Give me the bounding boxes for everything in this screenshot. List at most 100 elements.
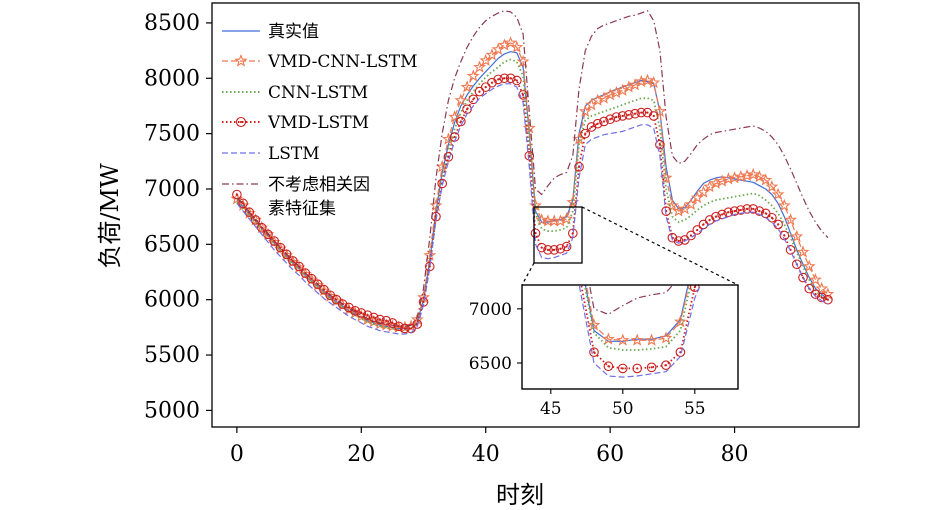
main-series-1-point [435, 160, 449, 173]
main-series-1-point [448, 110, 462, 123]
main-series-1-point [417, 290, 430, 303]
inset-series-3-point [115, 409, 124, 418]
inset-series-3-point [806, 232, 815, 241]
inset-series-1-point [186, 428, 196, 437]
main-series-1-point [641, 73, 654, 86]
zoom-connector-right [581, 206, 739, 286]
main-series-1-point [796, 245, 810, 258]
inset-series-3-point [734, 241, 743, 250]
x-tick-label: 60 [596, 442, 624, 467]
main-series-3-point [499, 73, 510, 84]
main-series-3-point [275, 242, 286, 253]
main-series-1-point [522, 121, 536, 134]
main-series-1-point [665, 198, 679, 212]
main-series-3-point [456, 116, 466, 127]
inset-series-1-point [172, 425, 182, 434]
main-series-3-point [331, 294, 342, 305]
inset-series-1-point [532, 161, 542, 170]
legend-label-0: 真实值 [268, 22, 319, 42]
inset-series-3-point [748, 238, 757, 247]
main-series-3-point [543, 245, 553, 255]
main-series-3-point [816, 292, 827, 303]
main-series-1-point [516, 54, 530, 68]
main-series-1-point [784, 213, 797, 226]
main-series-3-point [493, 74, 503, 85]
main-series-3-point [636, 107, 647, 118]
inset-series-1-point [402, 233, 412, 242]
inset-series-3-point [273, 439, 282, 448]
y-tick-label: 6000 [144, 288, 200, 313]
inset-y-tick-label: 6500 [469, 354, 512, 374]
inset-series-3-point [172, 424, 181, 433]
main-series-1-point [777, 198, 791, 212]
legend: 真实值 VMD-CNN-LSTM CNN-LSTM VMD-LSTM LSTM 不考虑相关… [222, 22, 418, 219]
legend-label-3: VMD-LSTM [267, 113, 369, 133]
inset-series-3-point [935, 354, 944, 363]
inset-series-1-point [301, 438, 311, 447]
inset-series-1-point [272, 439, 282, 448]
y-tick-label: 6500 [144, 232, 200, 257]
inset-series-3-point [518, 196, 527, 205]
main-series-3-point [400, 323, 410, 334]
main-series-3-point [586, 122, 597, 132]
inset-series-1-point [848, 198, 858, 207]
main-series-3-point [599, 116, 609, 127]
inset-series-1-point [200, 432, 210, 441]
main-series-3-point [673, 236, 684, 246]
inset-series-1-point [215, 434, 225, 443]
inset-series-3-point [259, 436, 268, 445]
inset-series-1-point [287, 439, 297, 448]
x-tick-label: 40 [472, 442, 500, 467]
y-tick-label: 8500 [144, 11, 200, 36]
main-series-3-point [773, 219, 783, 230]
inset-series-1-point [416, 217, 426, 226]
inset-series-3-point [475, 205, 484, 214]
main-series-3-point [555, 243, 566, 254]
x-axis-label: 时刻 [496, 481, 544, 509]
main-series-1-point [429, 198, 443, 212]
main-series-1-point [740, 168, 754, 182]
inset-series-1-point [0, 362, 9, 371]
main-series-1-point [460, 80, 474, 93]
inset-series-1-point [330, 410, 340, 419]
plot-frame [211, 2, 860, 428]
main-series-3-point [368, 312, 379, 323]
inset-y-tick-label: 7000 [469, 300, 512, 320]
main-series-1-point [753, 170, 766, 183]
inset-series-1-point [719, 221, 729, 230]
y-tick-label: 7500 [144, 122, 200, 147]
y-axis-label: 负荷/MW [96, 163, 124, 269]
main-series-3-point [592, 118, 603, 129]
main-series-3-point [393, 321, 404, 332]
main-series-3-point [748, 204, 759, 214]
main-series-3-point [468, 94, 479, 105]
main-series-3-point [655, 139, 665, 150]
x-tick-label: 80 [721, 442, 749, 467]
main-series-3-point [754, 206, 765, 216]
zoom-connector-left [521, 262, 535, 286]
main-series-3-point [767, 212, 777, 223]
legend-marker-1 [234, 53, 248, 67]
inset-series-3-point [417, 238, 426, 247]
inset-x-tick-label: 45 [540, 399, 562, 419]
legend-label-1: VMD-CNN-LSTM [267, 52, 418, 72]
inset-series-1-point [906, 320, 916, 329]
inset-series-2-line [583, 285, 692, 351]
main-series-3-point [518, 90, 528, 100]
inset-series-3-point [345, 380, 354, 389]
main-series-1-point [790, 229, 804, 243]
inset-series-3-point [719, 244, 728, 253]
inset-series-3-point [575, 272, 584, 281]
main-series-1-point [473, 60, 486, 73]
inset-series-3-point [646, 362, 657, 373]
inset-series-3-point [86, 398, 95, 407]
y-tick-label: 5500 [144, 343, 200, 368]
inset-series-1-point [517, 163, 527, 172]
inset-series-3-point [705, 250, 714, 259]
inset-frame [521, 284, 739, 390]
main-series-3-point [387, 318, 398, 328]
main-series-1-point [466, 69, 480, 82]
main-series-3-point [561, 241, 572, 252]
main-series-1-point [746, 167, 760, 181]
inset-series-3-point [71, 392, 80, 401]
